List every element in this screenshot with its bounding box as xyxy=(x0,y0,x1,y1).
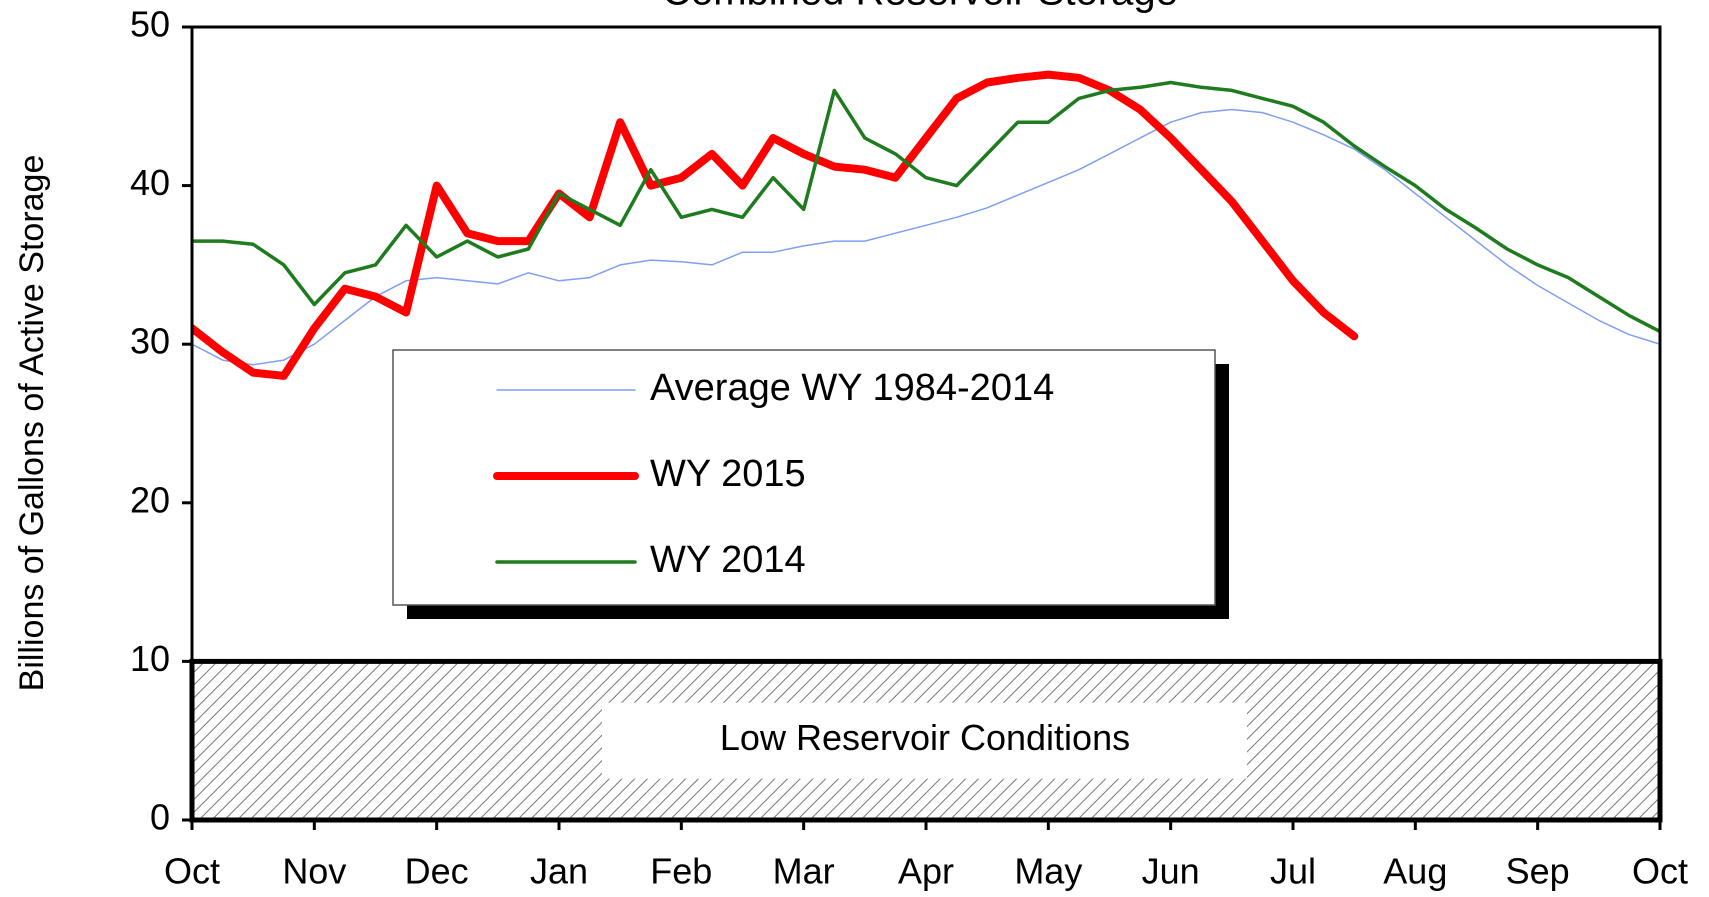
x-tick-label: Apr xyxy=(898,851,954,892)
series-line xyxy=(192,108,1660,366)
chart-title: Combined Reservoir Storage xyxy=(662,0,1178,14)
y-tick-label: 50 xyxy=(130,4,170,45)
x-tick-label: Jun xyxy=(1142,851,1200,892)
x-tick-label: Jul xyxy=(1270,851,1316,892)
x-tick-label: Sep xyxy=(1506,851,1570,892)
x-tick-label: Aug xyxy=(1383,851,1447,892)
y-tick-label: 30 xyxy=(130,321,170,362)
x-tick-label: Dec xyxy=(405,851,469,892)
x-tick-label: Oct xyxy=(164,851,220,892)
y-axis-label: Billions of Gallons of Active Storage xyxy=(13,155,51,692)
series-line xyxy=(192,70,1359,380)
x-tick-label: Oct xyxy=(1632,851,1688,892)
y-tick-label: 10 xyxy=(130,638,170,679)
y-tick-label: 0 xyxy=(150,797,170,838)
legend-label: Average WY 1984-2014 xyxy=(650,367,1054,409)
series-line xyxy=(192,80,1660,334)
x-tick-label: Mar xyxy=(773,851,835,892)
x-tick-label: Feb xyxy=(650,851,712,892)
annotation-box xyxy=(602,702,1247,779)
plot-frame xyxy=(190,25,1662,822)
annotation-text: Low Reservoir Conditions xyxy=(720,717,1130,758)
y-tick-label: 40 xyxy=(130,162,170,203)
legend-label: WY 2015 xyxy=(650,453,806,495)
y-tick-label: 20 xyxy=(130,479,170,520)
legend-label: WY 2014 xyxy=(650,539,806,581)
x-tick-label: May xyxy=(1014,851,1082,892)
x-tick-label: Nov xyxy=(282,851,346,892)
x-tick-label: Jan xyxy=(530,851,588,892)
